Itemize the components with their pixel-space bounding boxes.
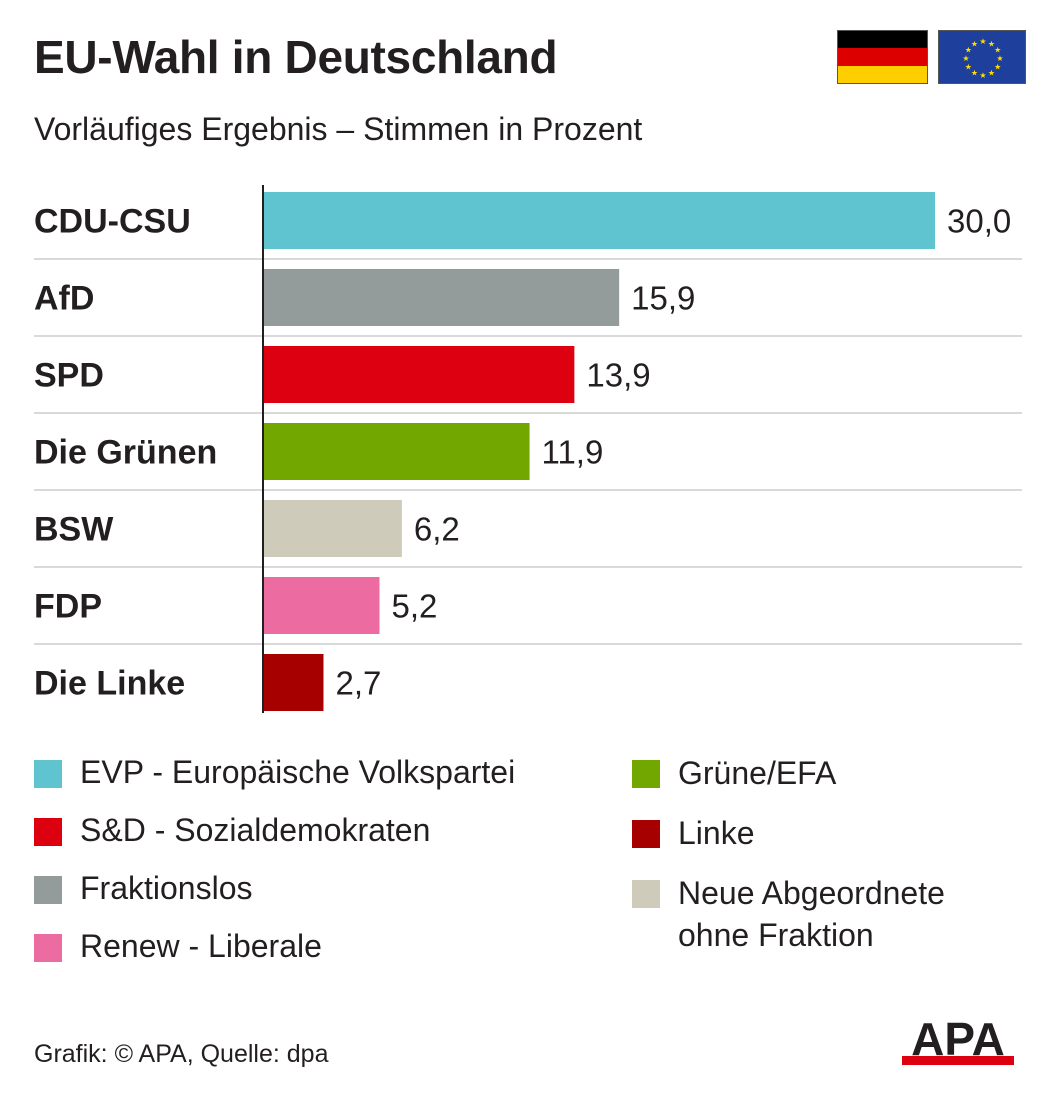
eu-star-icon: ★ (994, 63, 1001, 72)
legend-swatch (34, 934, 62, 962)
source-credit: Grafik: © APA, Quelle: dpa (34, 1040, 329, 1068)
bar-chart: CDU-CSU 30,0 AfD 15,9 SPD 13,9 Die Grünen 11,9 B… (34, 185, 1022, 713)
legend-item: Renew - Liberale (34, 926, 515, 966)
bar (263, 654, 324, 711)
value-label: 30,0 (947, 203, 1011, 240)
legend-label: Grüne/EFA (678, 755, 837, 791)
legend-item: EVP - Europäische Volkspartei (34, 752, 515, 792)
page-title: EU-Wahl in Deutschland (34, 31, 558, 83)
category-label: Die Linke (34, 665, 185, 703)
legend-item: S&D - Sozialdemokraten (34, 810, 515, 850)
value-label: 2,7 (335, 665, 381, 702)
category-label: Die Grünen (34, 434, 217, 472)
germany-flag-icon (837, 30, 928, 84)
legend-label: S&D - Sozialdemokraten (80, 812, 431, 848)
legend-swatch (632, 760, 660, 788)
eu-flag-icon: ★ ★ ★ ★ ★ ★ ★ ★ ★ ★ ★ ★ (938, 30, 1026, 84)
page-subtitle: Vorläufiges Ergebnis – Stimmen in Prozen… (34, 111, 643, 147)
eu-star-icon: ★ (965, 63, 972, 72)
value-label: 13,9 (586, 357, 650, 394)
eu-star-icon: ★ (965, 46, 972, 55)
category-label: BSW (34, 511, 114, 549)
value-label: 5,2 (391, 588, 437, 625)
bar (263, 577, 380, 634)
bar (263, 346, 575, 403)
value-label: 6,2 (414, 511, 460, 548)
eu-star-icon: ★ (962, 54, 969, 63)
legend-item: Neue Abgeordnete ohne Fraktion (632, 872, 1018, 956)
category-label: FDP (34, 588, 102, 626)
legend-label: Fraktionslos (80, 870, 253, 906)
legend-swatch (34, 760, 62, 788)
legend-item: Grüne/EFA (632, 752, 1018, 794)
legend-column-2: Grüne/EFA Linke Neue Abgeordnete ohne Frak… (632, 752, 1018, 974)
legend-item: Fraktionslos (34, 868, 515, 908)
legend-label: Linke (678, 815, 755, 851)
legend-swatch (34, 876, 62, 904)
legend-label: Renew - Liberale (80, 928, 322, 964)
bar (263, 423, 530, 480)
legend-swatch (632, 880, 660, 908)
eu-star-icon: ★ (979, 71, 986, 80)
legend-item: Linke (632, 812, 1018, 854)
bar (263, 269, 620, 326)
apa-logo-text: APA (911, 1018, 1005, 1065)
legend-label: EVP - Europäische Volkspartei (80, 754, 516, 790)
legend-column-1: EVP - Europäische Volkspartei S&D - Sozia… (34, 752, 515, 984)
legend-label: Neue Abgeordnete ohne Fraktion (678, 875, 945, 953)
legend-swatch (632, 820, 660, 848)
category-label: SPD (34, 357, 104, 395)
eu-star-icon: ★ (979, 37, 986, 46)
eu-star-icon: ★ (988, 39, 995, 48)
value-label: 11,9 (542, 434, 604, 471)
apa-logo: APA (902, 1018, 1014, 1065)
category-label: CDU-CSU (34, 203, 191, 241)
bar (263, 500, 402, 557)
eu-star-icon: ★ (994, 46, 1001, 55)
eu-star-icon: ★ (988, 69, 995, 78)
legend-swatch (34, 818, 62, 846)
value-label: 15,9 (631, 280, 695, 317)
category-label: AfD (34, 280, 94, 318)
eu-star-icon: ★ (996, 54, 1003, 63)
bar (263, 192, 935, 249)
eu-star-icon: ★ (971, 39, 978, 48)
eu-star-icon: ★ (971, 69, 978, 78)
